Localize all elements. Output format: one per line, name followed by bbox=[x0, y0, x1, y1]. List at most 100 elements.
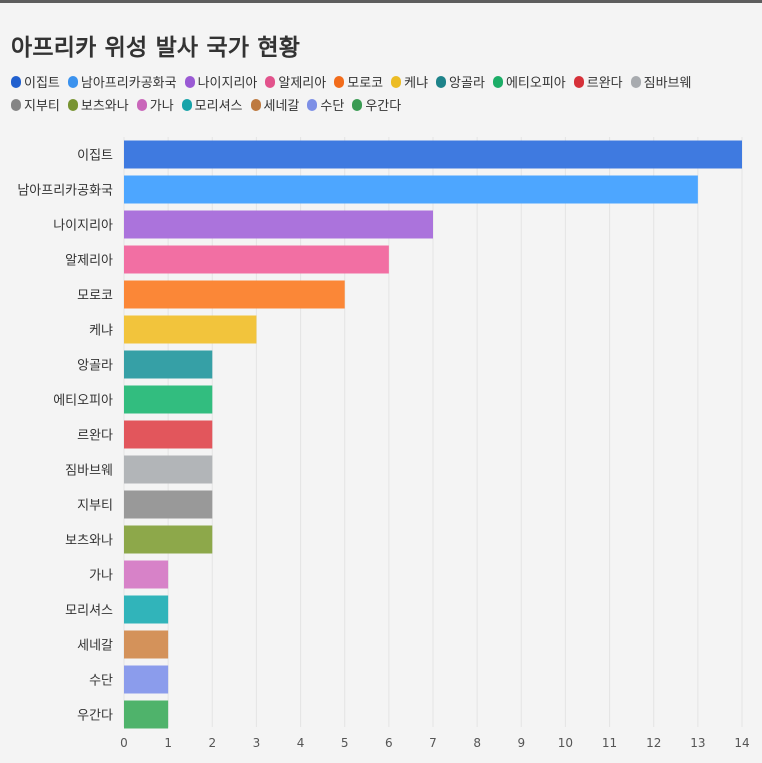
bar[interactable] bbox=[124, 385, 213, 414]
legend-item[interactable]: 케냐 bbox=[391, 72, 428, 91]
category-label: 모로코 bbox=[77, 289, 113, 304]
legend-swatch bbox=[265, 75, 276, 88]
category-label: 앙골라 bbox=[77, 359, 113, 374]
legend-label: 우간다 bbox=[365, 99, 402, 114]
category-label: 에티오피아 bbox=[53, 394, 113, 409]
chart-title: 아프리카 위성 발사 국가 현황 bbox=[11, 35, 301, 61]
legend-item[interactable]: 알제리아 bbox=[265, 72, 326, 91]
x-tick-label: 0 bbox=[120, 736, 128, 750]
legend-label: 앙골라 bbox=[449, 76, 485, 91]
legend-swatch bbox=[181, 98, 192, 111]
x-tick-label: 12 bbox=[646, 736, 661, 750]
category-label: 보츠와나 bbox=[65, 534, 113, 549]
bar[interactable] bbox=[124, 560, 169, 589]
legend-label: 짐바브웨 bbox=[643, 76, 692, 91]
legend-item[interactable]: 나이지리아 bbox=[184, 72, 258, 91]
legend-swatch bbox=[250, 98, 261, 111]
x-tick-label: 9 bbox=[517, 736, 525, 750]
legend-item[interactable]: 세네갈 bbox=[250, 95, 300, 114]
legend-item[interactable]: 앙골라 bbox=[436, 72, 485, 91]
legend-label: 나이지리아 bbox=[197, 76, 258, 91]
bar[interactable] bbox=[124, 595, 169, 624]
bar[interactable] bbox=[124, 280, 345, 309]
legend-swatch bbox=[334, 75, 345, 88]
legend-label: 모리셔스 bbox=[194, 99, 243, 114]
legend-swatch bbox=[184, 75, 195, 88]
category-label: 우간다 bbox=[77, 709, 113, 724]
bar[interactable] bbox=[124, 630, 169, 659]
category-label: 가나 bbox=[89, 569, 113, 584]
legend-item[interactable]: 모로코 bbox=[334, 72, 383, 91]
bar[interactable] bbox=[124, 210, 433, 239]
bar[interactable] bbox=[124, 350, 213, 379]
x-tick-label: 6 bbox=[385, 736, 393, 750]
legend-item[interactable]: 수단 bbox=[307, 95, 344, 114]
legend-item[interactable]: 우간다 bbox=[352, 95, 401, 114]
bar[interactable] bbox=[124, 700, 169, 729]
legend-item[interactable]: 보츠와나 bbox=[67, 95, 129, 114]
bar[interactable] bbox=[124, 525, 213, 554]
legend-item[interactable]: 짐바브웨 bbox=[630, 72, 692, 91]
x-tick-label: 7 bbox=[429, 736, 437, 750]
legend-label: 에티오피아 bbox=[505, 76, 566, 91]
legend-swatch bbox=[67, 98, 78, 111]
legend-item[interactable]: 지부티 bbox=[11, 95, 60, 114]
legend-swatch bbox=[492, 75, 503, 88]
bar[interactable] bbox=[124, 665, 169, 694]
legend-item[interactable]: 모리셔스 bbox=[181, 95, 243, 114]
legend-item[interactable]: 남아프리카공화국 bbox=[67, 72, 177, 91]
legend-label: 수단 bbox=[320, 99, 345, 114]
x-tick-label: 10 bbox=[558, 736, 573, 750]
x-tick-label: 4 bbox=[297, 736, 305, 750]
legend: 이집트 남아프리카공화국 나이지리아 알제리아 모로코 케냐 앙골라 에티오피아 르완다 짐바브웨… bbox=[11, 72, 756, 114]
bar[interactable] bbox=[124, 245, 389, 274]
legend-label: 지부티 bbox=[24, 99, 60, 114]
x-tick-label: 3 bbox=[253, 736, 261, 750]
bar[interactable] bbox=[124, 175, 698, 204]
legend-label: 모로코 bbox=[347, 76, 384, 91]
legend-label: 이집트 bbox=[24, 76, 60, 91]
legend-swatch bbox=[136, 98, 147, 111]
category-label: 나이지리아 bbox=[53, 219, 113, 234]
x-tick-label: 11 bbox=[602, 736, 617, 750]
legend-label: 보츠와나 bbox=[80, 99, 129, 114]
legend-swatch bbox=[630, 75, 641, 88]
bar[interactable] bbox=[124, 140, 742, 169]
category-label: 케냐 bbox=[89, 324, 113, 339]
category-label: 수단 bbox=[89, 674, 113, 689]
legend-label: 알제리아 bbox=[278, 76, 327, 91]
legend-swatch bbox=[11, 75, 21, 88]
legend-swatch bbox=[352, 98, 363, 111]
category-label: 짐바브웨 bbox=[65, 464, 113, 479]
legend-item[interactable]: 가나 bbox=[136, 95, 174, 114]
category-label: 알제리아 bbox=[65, 254, 113, 269]
category-label: 모리셔스 bbox=[65, 604, 113, 619]
legend-item[interactable]: 르완다 bbox=[573, 72, 623, 91]
category-label: 지부티 bbox=[77, 499, 113, 514]
legend-label: 르완다 bbox=[586, 76, 623, 91]
x-tick-label: 5 bbox=[341, 736, 349, 750]
bar[interactable] bbox=[124, 490, 213, 519]
legend-swatch bbox=[573, 75, 584, 88]
bar[interactable] bbox=[124, 315, 257, 344]
legend-item[interactable]: 이집트 bbox=[11, 72, 60, 91]
bar[interactable] bbox=[124, 420, 213, 449]
category-label: 이집트 bbox=[77, 149, 113, 164]
category-label: 세네갈 bbox=[77, 639, 113, 654]
legend-item[interactable]: 에티오피아 bbox=[492, 72, 566, 91]
bar[interactable] bbox=[124, 455, 213, 484]
category-label: 르완다 bbox=[77, 429, 113, 444]
x-tick-label: 8 bbox=[473, 736, 481, 750]
legend-label: 남아프리카공화국 bbox=[80, 76, 177, 91]
legend-swatch bbox=[436, 75, 447, 88]
x-tick-label: 1 bbox=[164, 736, 172, 750]
x-tick-label: 14 bbox=[734, 736, 749, 750]
legend-swatch bbox=[391, 75, 402, 88]
top-rule bbox=[0, 0, 762, 3]
x-tick-label: 13 bbox=[690, 736, 705, 750]
legend-swatch bbox=[307, 98, 318, 111]
legend-swatch bbox=[11, 98, 21, 111]
legend-label: 세네갈 bbox=[263, 99, 300, 114]
legend-label: 케냐 bbox=[404, 76, 429, 91]
